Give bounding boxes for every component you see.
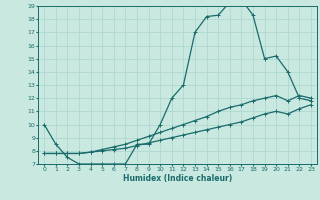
X-axis label: Humidex (Indice chaleur): Humidex (Indice chaleur) (123, 174, 232, 183)
